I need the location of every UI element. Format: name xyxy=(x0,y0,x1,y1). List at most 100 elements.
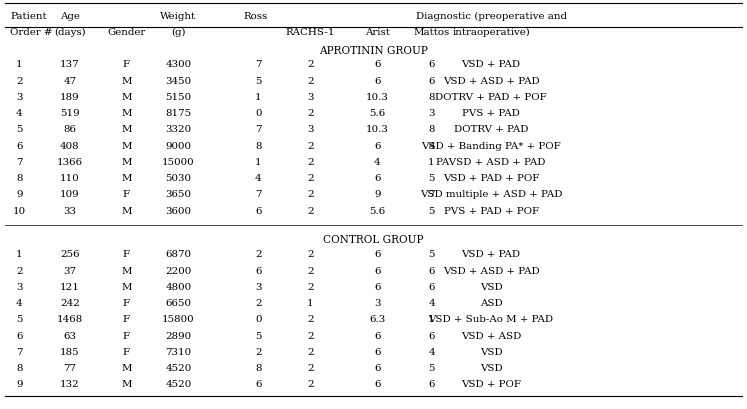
Text: 132: 132 xyxy=(60,380,80,389)
Text: 8175: 8175 xyxy=(165,109,191,118)
Text: 3: 3 xyxy=(307,93,314,102)
Text: 6: 6 xyxy=(255,267,261,276)
Text: 8: 8 xyxy=(255,142,261,151)
Text: 7: 7 xyxy=(255,190,261,199)
Text: DOTRV + PAD + POF: DOTRV + PAD + POF xyxy=(436,93,547,102)
Text: M: M xyxy=(121,158,131,167)
Text: 6: 6 xyxy=(255,380,261,389)
Text: 189: 189 xyxy=(60,93,80,102)
Text: 1366: 1366 xyxy=(57,158,83,167)
Text: ASD: ASD xyxy=(480,299,503,308)
Text: 6: 6 xyxy=(255,207,261,216)
Text: VSD: VSD xyxy=(480,348,503,357)
Text: APROTININ GROUP: APROTININ GROUP xyxy=(319,47,428,56)
Text: 6: 6 xyxy=(428,380,435,389)
Text: 5.6: 5.6 xyxy=(369,207,385,216)
Text: 6: 6 xyxy=(374,380,380,389)
Text: 37: 37 xyxy=(63,267,76,276)
Text: M: M xyxy=(121,364,131,373)
Text: 2: 2 xyxy=(307,207,314,216)
Text: 2: 2 xyxy=(307,283,314,292)
Text: 10: 10 xyxy=(13,207,26,216)
Text: VSD + PAD: VSD + PAD xyxy=(462,60,521,69)
Text: 2: 2 xyxy=(307,174,314,183)
Text: 5: 5 xyxy=(428,364,435,373)
Text: 4: 4 xyxy=(374,158,380,167)
Text: 4800: 4800 xyxy=(165,283,191,292)
Text: 4: 4 xyxy=(255,174,261,183)
Text: 242: 242 xyxy=(60,299,80,308)
Text: F: F xyxy=(123,190,130,199)
Text: 6: 6 xyxy=(374,283,380,292)
Text: 47: 47 xyxy=(63,76,76,85)
Text: VSD multiple + ASD + PAD: VSD multiple + ASD + PAD xyxy=(420,190,562,199)
Text: 1: 1 xyxy=(255,158,261,167)
Text: M: M xyxy=(121,125,131,134)
Text: 5: 5 xyxy=(428,207,435,216)
Text: 2: 2 xyxy=(16,76,22,85)
Text: F: F xyxy=(123,250,130,259)
Text: 2: 2 xyxy=(307,109,314,118)
Text: 4: 4 xyxy=(16,299,22,308)
Text: 3: 3 xyxy=(16,93,22,102)
Text: VSD + ASD + PAD: VSD + ASD + PAD xyxy=(443,267,539,276)
Text: PAVSD + ASD + PAD: PAVSD + ASD + PAD xyxy=(436,158,546,167)
Text: Arist: Arist xyxy=(365,28,390,37)
Text: 3650: 3650 xyxy=(166,190,191,199)
Text: M: M xyxy=(121,174,131,183)
Text: 6: 6 xyxy=(428,76,435,85)
Text: 7: 7 xyxy=(428,190,435,199)
Text: 7: 7 xyxy=(255,125,261,134)
Text: 5.6: 5.6 xyxy=(369,109,385,118)
Text: Order #: Order # xyxy=(10,28,53,37)
Text: 3: 3 xyxy=(255,283,261,292)
Text: 6: 6 xyxy=(428,60,435,69)
Text: 2: 2 xyxy=(307,332,314,341)
Text: 9: 9 xyxy=(16,380,22,389)
Text: 77: 77 xyxy=(63,364,76,373)
Text: 4: 4 xyxy=(428,348,435,357)
Text: 6: 6 xyxy=(16,142,22,151)
Text: 8: 8 xyxy=(428,93,435,102)
Text: PVS + PAD: PVS + PAD xyxy=(462,109,520,118)
Text: 10.3: 10.3 xyxy=(366,125,388,134)
Text: intraoperative): intraoperative) xyxy=(452,28,530,37)
Text: 0: 0 xyxy=(255,315,261,324)
Text: 2: 2 xyxy=(307,142,314,151)
Text: 0: 0 xyxy=(255,109,261,118)
Text: 5: 5 xyxy=(16,315,22,324)
Text: 63: 63 xyxy=(63,332,76,341)
Text: 7: 7 xyxy=(16,158,22,167)
Text: M: M xyxy=(121,207,131,216)
Text: Mattos: Mattos xyxy=(413,28,450,37)
Text: 6: 6 xyxy=(16,332,22,341)
Text: F: F xyxy=(123,315,130,324)
Text: 6870: 6870 xyxy=(166,250,191,259)
Text: Diagnostic (preoperative and: Diagnostic (preoperative and xyxy=(415,11,566,21)
Text: 2: 2 xyxy=(307,267,314,276)
Text: F: F xyxy=(123,60,130,69)
Text: 5: 5 xyxy=(255,332,261,341)
Text: 6: 6 xyxy=(374,332,380,341)
Text: DOTRV + PAD: DOTRV + PAD xyxy=(454,125,528,134)
Text: M: M xyxy=(121,142,131,151)
Text: 185: 185 xyxy=(60,348,80,357)
Text: VSD + PAD: VSD + PAD xyxy=(462,250,521,259)
Text: Gender: Gender xyxy=(108,28,146,37)
Text: 9: 9 xyxy=(16,190,22,199)
Text: VSD: VSD xyxy=(480,283,503,292)
Text: 137: 137 xyxy=(60,60,80,69)
Text: VSD: VSD xyxy=(480,364,503,373)
Text: F: F xyxy=(123,348,130,357)
Text: 10.3: 10.3 xyxy=(366,93,388,102)
Text: 8: 8 xyxy=(255,364,261,373)
Text: RACHS-1: RACHS-1 xyxy=(285,28,335,37)
Text: 86: 86 xyxy=(63,125,76,134)
Text: 4: 4 xyxy=(16,109,22,118)
Text: 7310: 7310 xyxy=(165,348,191,357)
Text: 3: 3 xyxy=(428,109,435,118)
Text: 5030: 5030 xyxy=(166,174,191,183)
Text: M: M xyxy=(121,267,131,276)
Text: 121: 121 xyxy=(60,283,80,292)
Text: 8: 8 xyxy=(16,364,22,373)
